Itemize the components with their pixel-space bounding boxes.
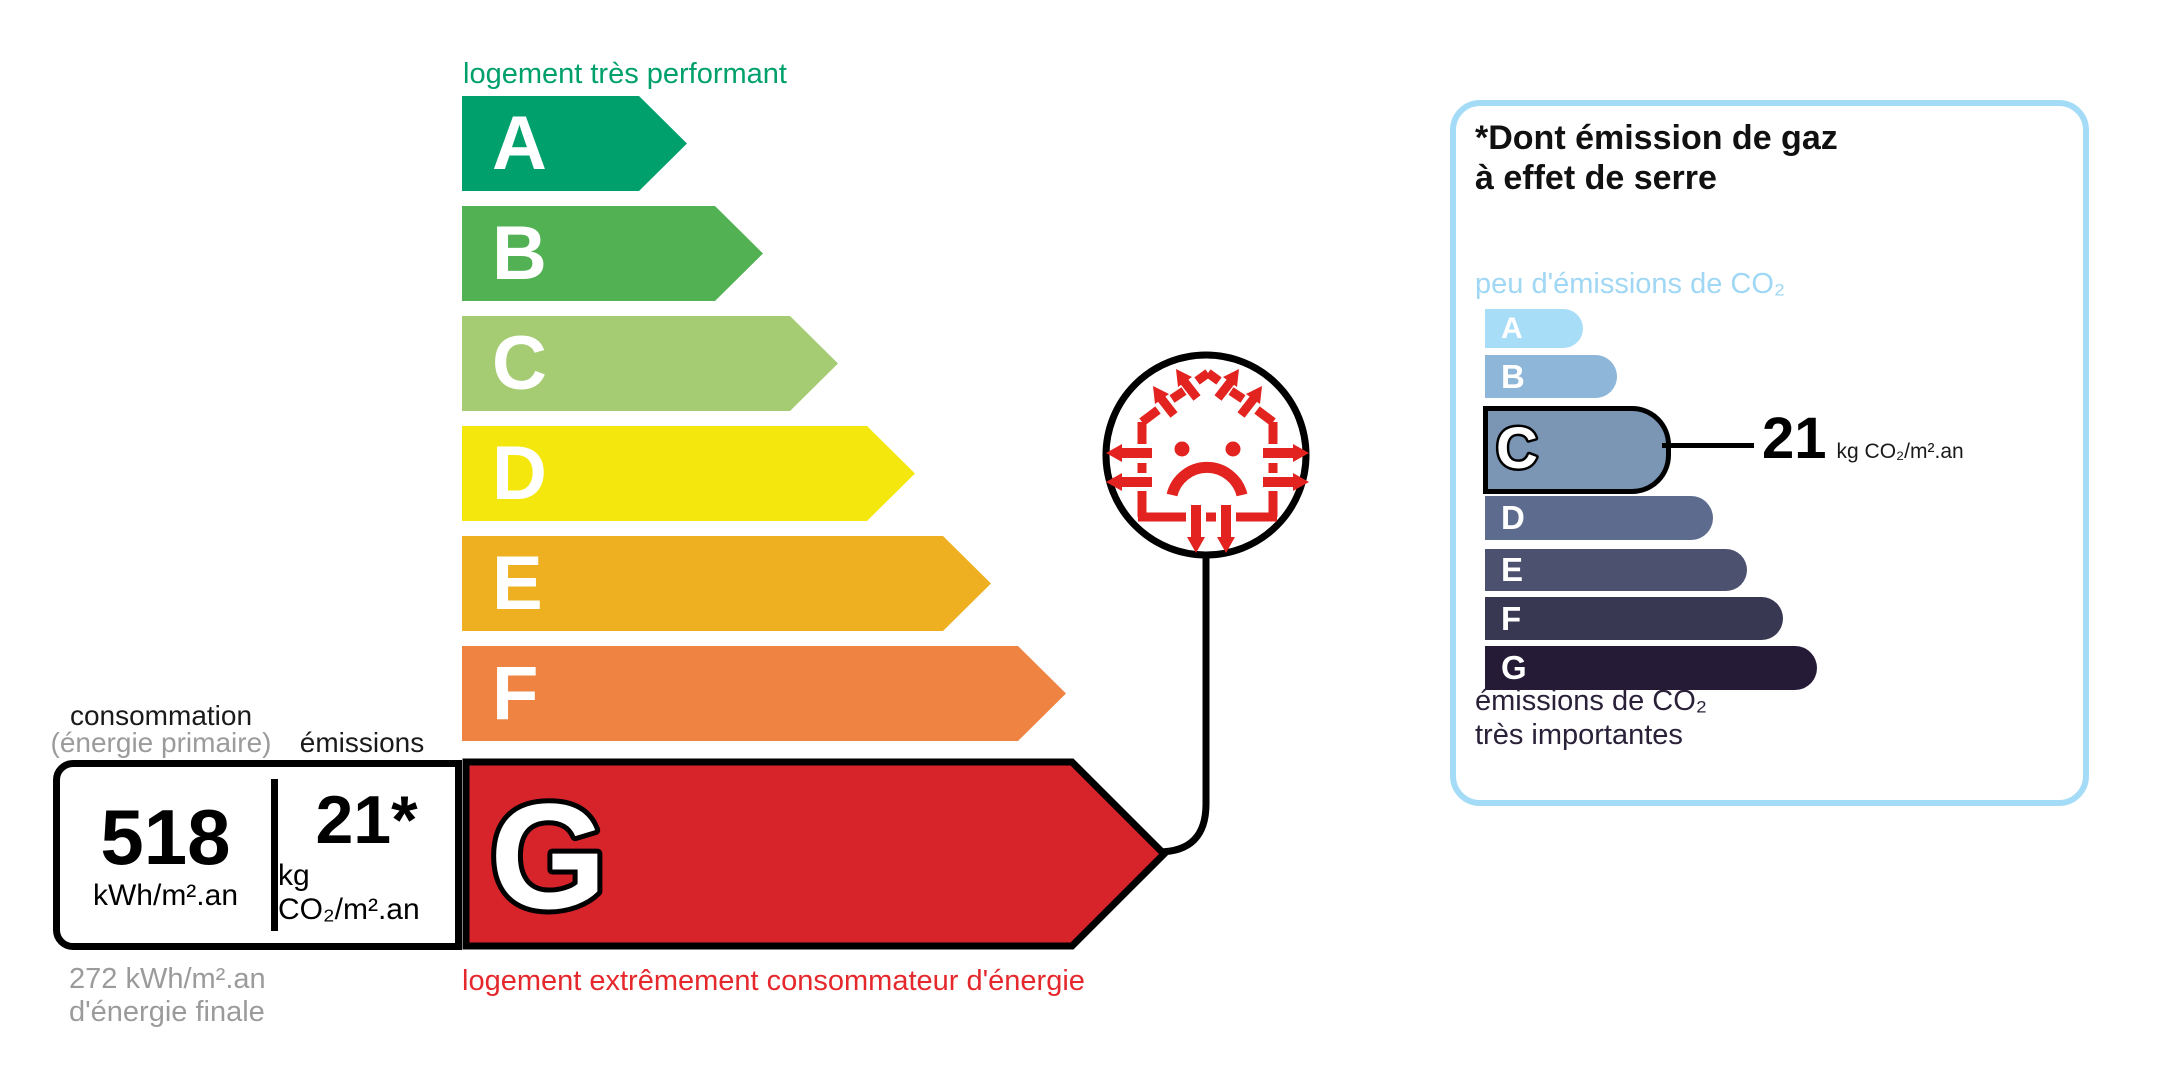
co2-caption-worst-line2: très importantes [1475,719,1683,751]
co2-title-line2: à effet de serre [1475,159,1717,197]
co2-bar-a: A [1485,309,1583,348]
co2-caption-best: peu d'émissions de CO₂ [1475,268,1786,300]
co2-bar-g-label: G [1501,649,1527,686]
sad-house-icon [1102,351,1310,856]
co2-bar-f: F [1485,597,1783,640]
consumption-value: 518 [100,793,231,881]
co2-value-connector [1662,443,1754,448]
energy-bar-g: G [462,758,1168,950]
co2-bar-b-label: B [1501,358,1525,395]
energy-caption-best: logement très performant [463,58,787,90]
co2-bar-c-highlighted: C [1483,406,1671,494]
co2-bar-e-label: E [1501,551,1524,588]
energy-bar-c: C [462,316,838,411]
co2-caption-worst-line1: émissions de CO₂ [1475,685,1708,717]
co2-bar-f-label: F [1501,600,1522,637]
values-box: 518 kWh/m².an 21* kg CO₂/m².an [53,760,462,950]
co2-value: 21 [1762,406,1827,471]
emissions-cell: 21* kg CO₂/m².an [278,767,455,943]
icon-circle [1102,351,1310,559]
co2-bar-a-label: A [1501,312,1523,345]
energy-bar-e: E [462,536,991,631]
energy-bar-e-label: E [492,541,543,626]
energy-bar-c-label: C [492,321,547,406]
final-energy-line1: 272 kWh/m².an [69,963,266,995]
co2-caption-worst: émissions de CO₂ très importantes [1475,684,1707,752]
values-divider [271,779,278,931]
final-energy-line2: d'énergie finale [69,996,265,1028]
energy-bar-a-label: A [492,101,547,186]
energy-bar-a: A [462,96,687,191]
co2-bar-g: G [1485,646,1817,690]
final-energy-note: 272 kWh/m².an d'énergie finale [69,963,266,1029]
leak-arrows [1106,369,1309,553]
co2-bar-d-label: D [1501,499,1525,536]
emissions-unit: kg CO₂/m².an [278,859,420,926]
energy-bar-d: D [462,426,915,521]
consumption-cell: 518 kWh/m².an [60,767,271,943]
energy-bar-d-label: D [492,431,547,516]
consumption-unit: kWh/m².an [92,879,239,912]
energy-bar-b-label: B [492,211,547,296]
emissions-value: 21* [315,782,418,858]
energy-bar-f: F [462,646,1066,741]
emissions-label: émissions [299,727,425,758]
co2-bar-c-letter: C [1494,414,1541,484]
consumption-sublabel: (énergie primaire) [50,727,272,758]
co2-value-group: 21 kg CO₂/m².an [1762,408,1964,470]
energy-bar-b: B [462,206,763,301]
co2-bar-b: B [1485,355,1617,398]
sad-face [1166,441,1248,497]
co2-bar-d: D [1485,496,1713,540]
house-outline [1137,369,1278,522]
co2-value-unit: kg CO₂/m².an [1836,440,1964,463]
co2-bar-e: E [1485,549,1747,591]
energy-bar-g-label: G [490,772,607,940]
consumption-label: consommation [69,700,253,731]
co2-title-line1: *Dont émission de gaz [1475,119,1838,157]
co2-panel-title: *Dont émission de gaz à effet de serre [1475,118,1838,198]
energy-bar-f-label: F [492,651,539,736]
co2-bar-c-label: C [1496,416,1538,481]
energy-caption-worst: logement extrêmement consommateur d'éner… [462,965,1085,997]
